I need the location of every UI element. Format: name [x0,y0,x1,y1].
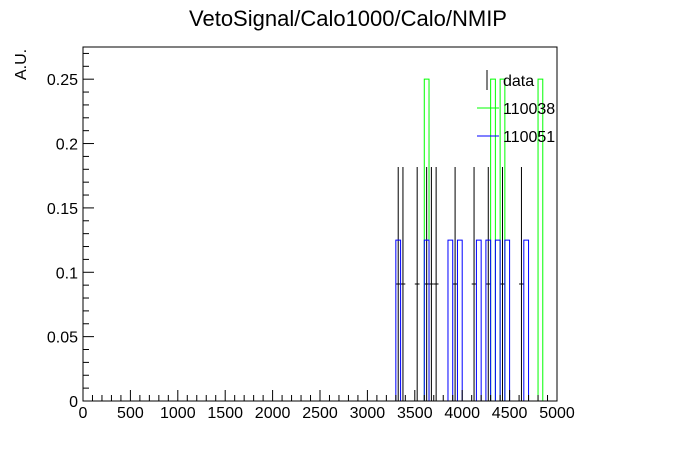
legend: data 110038 110051 [477,70,555,146]
y-tick-label: 0 [69,394,78,411]
y-tick-label: 0.2 [56,137,78,154]
x-tick-label: 500 [117,405,144,422]
histogram-bin-110051 [447,239,454,401]
histogram-bin-110051 [456,239,463,401]
y-tick-label: 0.15 [47,201,78,218]
x-tick-label: 4500 [492,405,528,422]
x-tick-label: 0 [79,405,88,422]
x-tick-label: 5000 [539,405,575,422]
histogram-bin-110051 [475,239,482,401]
legend-label: 110038 [503,101,555,118]
legend-label: data [503,73,534,90]
histogram-bin-110038 [537,78,544,401]
histogram-bin-110051 [485,239,492,401]
histogram-bin-110051 [395,239,402,401]
histogram-bin-110051 [423,239,430,401]
x-tick-label: 4000 [444,405,480,422]
axes: 0 500 1000 1500 2000 2500 3000 3500 4000 4500 5000… [47,46,575,422]
plot-area [395,78,544,401]
histogram-bin-110051 [504,239,511,401]
x-tick-label: 1000 [160,405,196,422]
x-tick-label: 3500 [397,405,433,422]
y-tick-label: 0.1 [56,265,78,282]
y-axis-title: A.U. [13,49,30,80]
histogram-bin-110051 [523,239,530,401]
x-tick-label: 2500 [302,405,338,422]
y-tick-label: 0.05 [47,330,78,347]
histogram-bin-110038 [490,78,496,401]
x-tick-label: 2000 [255,405,291,422]
histogram-bin-110051 [494,239,501,401]
legend-label: 110051 [503,129,555,146]
x-tick-label: 3000 [350,405,386,422]
x-tick-label: 1500 [207,405,243,422]
chart-title: VetoSignal/Calo1000/Calo/NMIP [189,6,507,31]
y-tick-label: 0.25 [47,72,78,89]
